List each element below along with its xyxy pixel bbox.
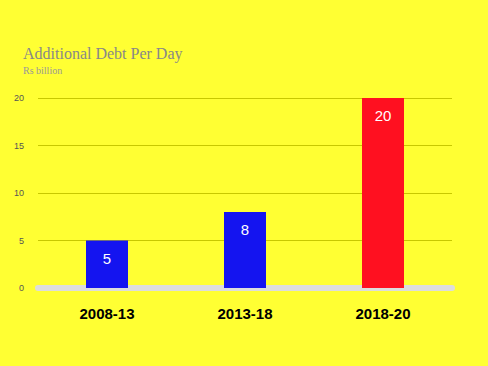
svg-text:20: 20 [375,107,392,124]
svg-text:8: 8 [241,221,249,238]
svg-text:20: 20 [14,93,24,103]
svg-text:Rs billion: Rs billion [23,65,62,76]
svg-text:5: 5 [19,236,24,246]
svg-text:2018-20: 2018-20 [355,305,410,322]
svg-text:10: 10 [14,188,24,198]
svg-text:2008-13: 2008-13 [79,305,134,322]
svg-text:Additional Debt Per Day: Additional Debt Per Day [23,45,183,63]
svg-text:0: 0 [19,283,24,293]
svg-text:15: 15 [14,141,24,151]
svg-text:5: 5 [103,250,111,267]
svg-text:2013-18: 2013-18 [217,305,272,322]
